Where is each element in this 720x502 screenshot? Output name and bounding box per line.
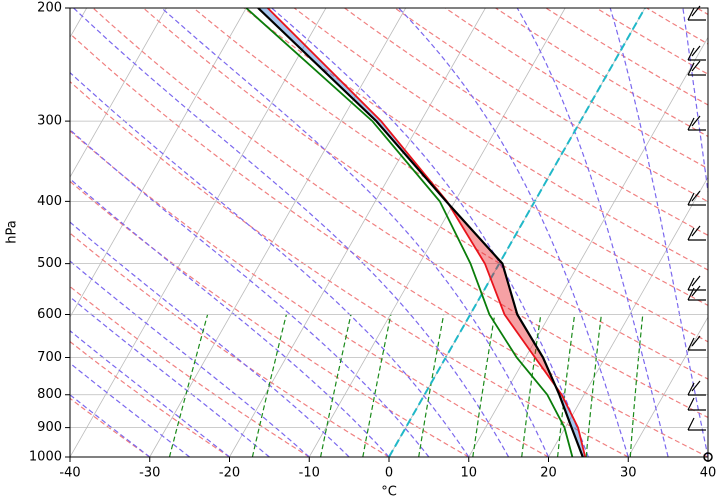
y-tick-label: 800 — [37, 387, 62, 402]
wind-barb — [687, 117, 695, 131]
background-lines — [70, 8, 708, 457]
isotherm — [707, 456, 708, 457]
calm-wind — [703, 452, 713, 462]
wind-barb — [687, 397, 695, 411]
y-tick-label: 1000 — [29, 450, 62, 465]
y-tick-label: 700 — [37, 350, 62, 365]
plot-area — [245, 8, 587, 457]
moist-adiabat — [70, 394, 151, 457]
mixing-ratio-line — [320, 314, 352, 457]
moist-adiabat — [73, 8, 510, 457]
x-tick-label: -40 — [59, 466, 80, 481]
isotherm — [149, 8, 407, 457]
isotherm — [70, 8, 247, 318]
wind-barb — [687, 277, 695, 291]
isotherm — [70, 8, 327, 457]
plot-frame — [69, 7, 709, 458]
wind-barb — [687, 417, 695, 431]
mixing-ratio-line — [557, 314, 576, 457]
wind-barb — [687, 227, 695, 241]
moist-adiabat — [70, 71, 470, 457]
parcel-line — [257, 8, 584, 457]
x-tick-label: -20 — [219, 466, 240, 481]
isotherm — [548, 176, 708, 457]
isotherm — [229, 8, 486, 457]
freezing-isotherm — [388, 8, 646, 457]
x-tick-label: 10 — [460, 466, 477, 481]
moist-adiabat — [70, 330, 230, 457]
y-tick-label: 400 — [37, 194, 62, 209]
x-tick-label: -30 — [139, 466, 160, 481]
isotherm — [308, 8, 566, 457]
mixing-ratio-line — [362, 314, 392, 457]
moist-adiabat — [398, 8, 629, 457]
wind-barb — [687, 192, 695, 206]
y-tick-label: 200 — [37, 1, 62, 16]
cape-area — [504, 314, 544, 358]
moist-adiabat — [70, 128, 430, 457]
dry-adiabat — [243, 8, 708, 307]
wind-barb — [691, 335, 701, 347]
mixing-ratio-line — [472, 314, 496, 457]
isotherm — [70, 8, 167, 178]
y-tick-label: 900 — [37, 420, 62, 435]
moist-adiabat — [161, 8, 550, 457]
wind-barb — [691, 190, 701, 202]
x-tick-label: -10 — [299, 466, 320, 481]
x-tick-label: 30 — [620, 466, 637, 481]
wind-barb — [687, 382, 695, 396]
y-axis-label: hPa — [5, 220, 20, 243]
moist-adiabat — [70, 362, 190, 457]
cape-area — [484, 263, 518, 315]
wind-barb — [691, 285, 701, 297]
y-tick-label: 600 — [37, 307, 62, 322]
mixing-ratio-line — [418, 314, 445, 457]
wind-barb — [687, 62, 695, 76]
dry-adiabat — [70, 80, 629, 457]
wind-barb — [687, 337, 695, 351]
y-tick-label: 300 — [37, 114, 62, 129]
wind-barb — [691, 45, 701, 57]
mixing-ratio-line — [251, 314, 287, 457]
x-tick-label: 40 — [700, 466, 717, 481]
x-axis-label: °C — [381, 485, 397, 500]
wind-barb — [691, 60, 701, 72]
wind-barb — [687, 287, 695, 301]
dry-adiabat — [646, 8, 708, 45]
x-tick-label: 0 — [385, 466, 393, 481]
wind-barb — [691, 225, 701, 237]
temperature-line — [267, 8, 587, 457]
y-tick-label: 500 — [37, 256, 62, 271]
dry-adiabat — [293, 8, 708, 271]
isotherm — [627, 316, 708, 457]
wind-barb — [687, 47, 695, 61]
dry-adiabat — [344, 8, 708, 237]
mixing-ratio-line — [521, 314, 542, 457]
mixing-ratio-line — [585, 314, 602, 457]
dewpoint-line — [245, 8, 574, 457]
dry-adiabat — [70, 32, 708, 457]
wind-barb — [691, 115, 701, 127]
dry-adiabat — [70, 397, 151, 457]
wind-barb — [691, 380, 701, 392]
wind-barb — [691, 5, 701, 17]
wind-barb — [687, 7, 695, 21]
dry-adiabat — [444, 8, 708, 170]
x-tick-label: 20 — [540, 466, 557, 481]
mixing-ratio-line — [629, 314, 644, 457]
wind-barb — [691, 275, 701, 287]
